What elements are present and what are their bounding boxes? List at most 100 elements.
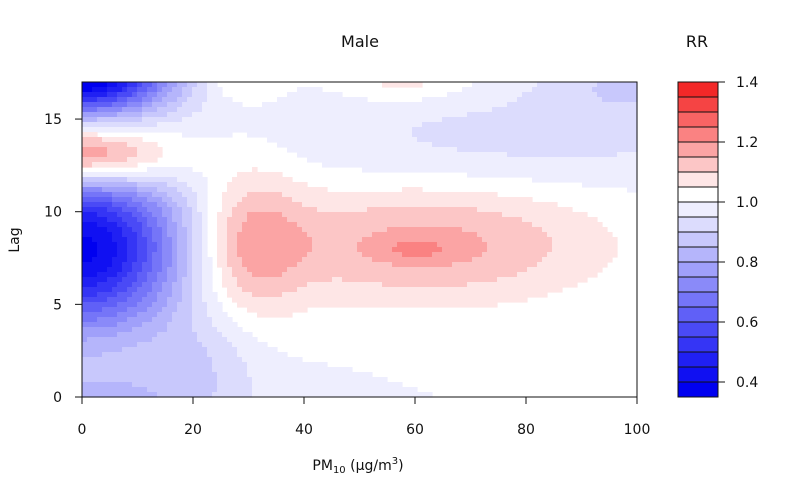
contour-cell xyxy=(432,142,638,148)
legend-swatch xyxy=(677,96,719,113)
contour-cell xyxy=(227,182,308,188)
contour-cell xyxy=(412,127,638,133)
contour-cell xyxy=(107,92,118,98)
contour-cell xyxy=(202,237,208,243)
contour-cell xyxy=(242,227,303,233)
contour-cell xyxy=(472,82,538,88)
contour-cell xyxy=(222,282,238,288)
contour-cell xyxy=(202,247,208,253)
contour-cell xyxy=(82,312,118,318)
contour-cell xyxy=(147,272,158,278)
contour-cell xyxy=(147,92,158,98)
contour-cell xyxy=(82,287,113,293)
contour-cell xyxy=(192,247,203,253)
contour-cell xyxy=(202,287,213,293)
contour-cell xyxy=(202,297,218,303)
contour-cell xyxy=(507,152,618,158)
legend-swatch xyxy=(677,336,719,353)
contour-cell xyxy=(242,222,298,228)
contour-cell xyxy=(92,87,108,93)
contour-cell xyxy=(207,347,238,353)
contour-cell xyxy=(167,272,178,278)
contour-cell xyxy=(97,212,118,218)
contour-cell xyxy=(307,157,638,163)
legend-swatch xyxy=(677,111,719,128)
contour-cell xyxy=(197,207,208,213)
contour-cell xyxy=(232,212,248,218)
contour-cell xyxy=(107,82,118,88)
contour-cell xyxy=(82,362,213,368)
contour-cell xyxy=(362,252,403,258)
contour-cell xyxy=(602,97,638,103)
contour-cell xyxy=(167,182,188,188)
contour-cell xyxy=(82,252,98,258)
contour-cell xyxy=(492,107,638,113)
y-axis: 0 5 10 15 xyxy=(44,112,82,406)
contour-cell xyxy=(262,102,508,108)
contour-cell xyxy=(117,282,133,288)
contour-cell xyxy=(82,257,93,263)
contour-cell xyxy=(487,247,553,253)
contour-cell xyxy=(127,297,143,303)
contour-cell xyxy=(162,282,173,288)
contour-cell xyxy=(217,387,253,393)
contour-cell xyxy=(372,257,473,263)
contour-cell xyxy=(82,172,203,178)
legend-tick-label: 0.8 xyxy=(736,255,758,271)
contour-cell xyxy=(467,172,638,178)
contour-cell xyxy=(162,252,173,258)
contour-cell xyxy=(227,237,238,243)
contour-cell xyxy=(277,142,433,148)
contour-cell xyxy=(167,267,178,273)
contour-cell xyxy=(202,282,213,288)
contour-cell xyxy=(147,247,158,253)
contour-cell xyxy=(82,307,103,313)
contour-cell xyxy=(212,322,238,328)
contour-cell xyxy=(82,292,98,298)
contour-cell xyxy=(82,347,123,353)
contour-cell xyxy=(287,267,528,273)
contour-cell xyxy=(97,247,118,253)
contour-cell xyxy=(212,317,233,323)
x-axis-label-main: PM xyxy=(312,458,333,474)
contour-cell xyxy=(207,87,223,93)
contour-cell xyxy=(122,232,138,238)
contour-cell xyxy=(202,212,208,218)
contour-cell xyxy=(172,262,178,268)
contour-cell xyxy=(187,182,208,188)
contour-cell xyxy=(162,267,168,273)
contour-cell xyxy=(227,187,328,193)
contour-cell xyxy=(137,192,153,198)
contour-cell xyxy=(107,207,123,213)
contour-cell xyxy=(177,232,188,238)
contour-cell xyxy=(117,92,133,98)
contour-cell xyxy=(142,107,158,113)
contour-cell xyxy=(187,82,198,88)
contour-cell xyxy=(212,362,248,368)
contour-cell xyxy=(97,317,128,323)
contour-cell xyxy=(212,367,248,373)
contour-cell xyxy=(157,297,168,303)
contour-cell xyxy=(227,262,243,268)
contour-cell xyxy=(187,197,198,203)
contour-cell xyxy=(167,297,183,303)
contour-cell xyxy=(252,387,418,393)
contour-cell xyxy=(167,202,178,208)
contour-cell xyxy=(177,242,188,248)
contour-cell xyxy=(187,262,193,268)
contour-cell xyxy=(217,237,228,243)
contour-cell xyxy=(192,217,203,223)
contour-cell xyxy=(357,247,393,253)
contour-cell xyxy=(82,272,98,278)
contour-cell xyxy=(282,192,498,198)
contour-cell xyxy=(82,127,413,133)
contour-cell xyxy=(192,257,203,263)
contour-cell xyxy=(202,262,213,268)
contour-cell xyxy=(82,392,158,398)
contour-cell xyxy=(127,82,138,88)
contour-cell xyxy=(537,82,598,88)
contour-cell xyxy=(252,377,388,383)
contour-cell xyxy=(112,192,138,198)
contour-cell xyxy=(142,232,153,238)
contour-cell xyxy=(172,252,178,258)
